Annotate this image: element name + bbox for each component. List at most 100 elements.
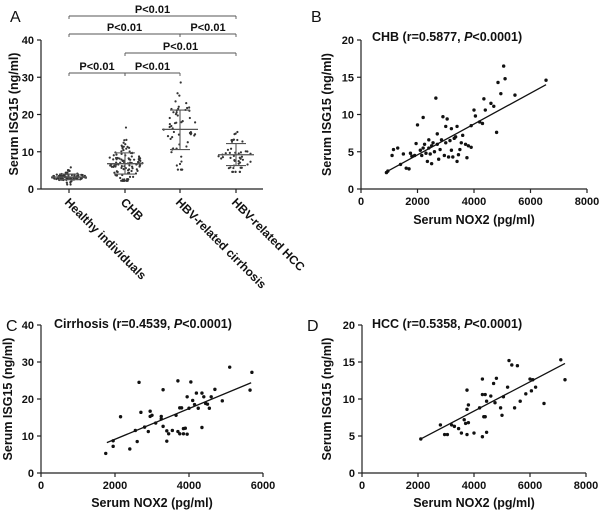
data-point [421,115,425,120]
data-point [178,432,182,436]
panel-title: HCC (r=0.5358, P<0.0001) [372,317,522,331]
data-point [415,123,420,127]
title-prefix: HCC (r=0.5358, [372,317,464,331]
y-tick-label: 10 [342,110,354,122]
panel-title: Cirrhosis (r=0.4539, P<0.0001) [54,317,232,331]
y-tick-label: 0 [28,468,34,480]
data-point [501,64,506,68]
y-tick-label: 5 [348,147,354,159]
data-point [150,413,154,417]
regression-line [106,382,252,444]
data-point [465,432,469,437]
data-point [232,166,235,170]
data-point [115,174,118,177]
data-point [121,147,124,150]
panel-label-D: D [307,318,319,335]
data-point [69,183,72,186]
data-point [456,426,461,431]
data-point [463,421,468,426]
data-point [249,160,252,163]
data-point [455,159,459,164]
x-tick-label: 0 [358,196,364,208]
significance-bracket: P<0.01 [124,41,237,56]
y-tick-label: 10 [22,431,34,443]
data-point [120,165,123,168]
data-point [480,392,485,397]
data-point [165,439,169,443]
data-point [424,151,428,155]
data-point [122,145,125,148]
data-point [112,165,115,168]
x-tick-label: 4000 [177,480,201,492]
data-point [168,116,171,120]
data-point [128,175,132,178]
x-tick-label: 6000 [518,480,542,492]
data-point [444,124,448,129]
data-point [131,167,134,170]
y-tick-label: 40 [22,320,34,332]
data-point [239,157,242,160]
y-tick-label: 20 [343,320,355,332]
data-point [112,158,115,161]
data-point [179,406,184,410]
y-tick-label: 10 [343,394,355,406]
data-point [237,160,240,163]
data-point [483,415,487,419]
data-point [177,105,180,108]
data-point [132,175,135,178]
data-point [130,165,134,168]
data-point [507,358,511,363]
y-tick-label: 0 [28,184,34,196]
x-axis-label: Serum NOX2 (pg/ml) [413,496,535,510]
data-point [130,155,133,158]
y-tick-label: 20 [22,394,34,406]
data-point [432,150,437,154]
data-point [234,170,237,173]
data-point [421,146,425,150]
data-point [438,147,442,152]
data-point [202,395,206,399]
data-point [133,158,136,161]
data-point [391,147,396,152]
data-point [463,142,468,146]
data-point [462,418,466,422]
data-point [200,425,204,430]
data-point [404,166,408,170]
data-point [489,101,493,106]
data-point [161,424,165,429]
data-point [226,148,230,151]
data-point [171,136,174,139]
data-point [127,168,131,171]
data-point [236,138,239,142]
data-point [232,138,236,141]
data-point [193,134,196,137]
data-point [110,165,113,168]
data-point [120,150,123,153]
data-point [435,132,439,136]
data-point [229,156,232,160]
significance-bracket: P<0.01 [68,22,181,37]
data-point [65,181,68,184]
title-p: P [174,317,183,331]
data-point [169,137,172,141]
data-point [174,113,178,116]
data-point [472,108,476,112]
data-point [231,170,235,173]
data-point [444,141,448,145]
data-point [465,407,469,412]
data-point [181,432,186,436]
data-point [246,163,249,166]
data-point [135,439,139,444]
data-point [170,151,173,154]
data-point [408,151,413,155]
data-point [122,148,125,152]
data-point [125,147,128,150]
data-point [180,160,183,163]
data-point [465,388,469,392]
data-point [428,152,432,156]
data-point [496,80,500,85]
data-point [80,173,83,176]
data-point [209,395,213,399]
data-point [55,173,58,176]
